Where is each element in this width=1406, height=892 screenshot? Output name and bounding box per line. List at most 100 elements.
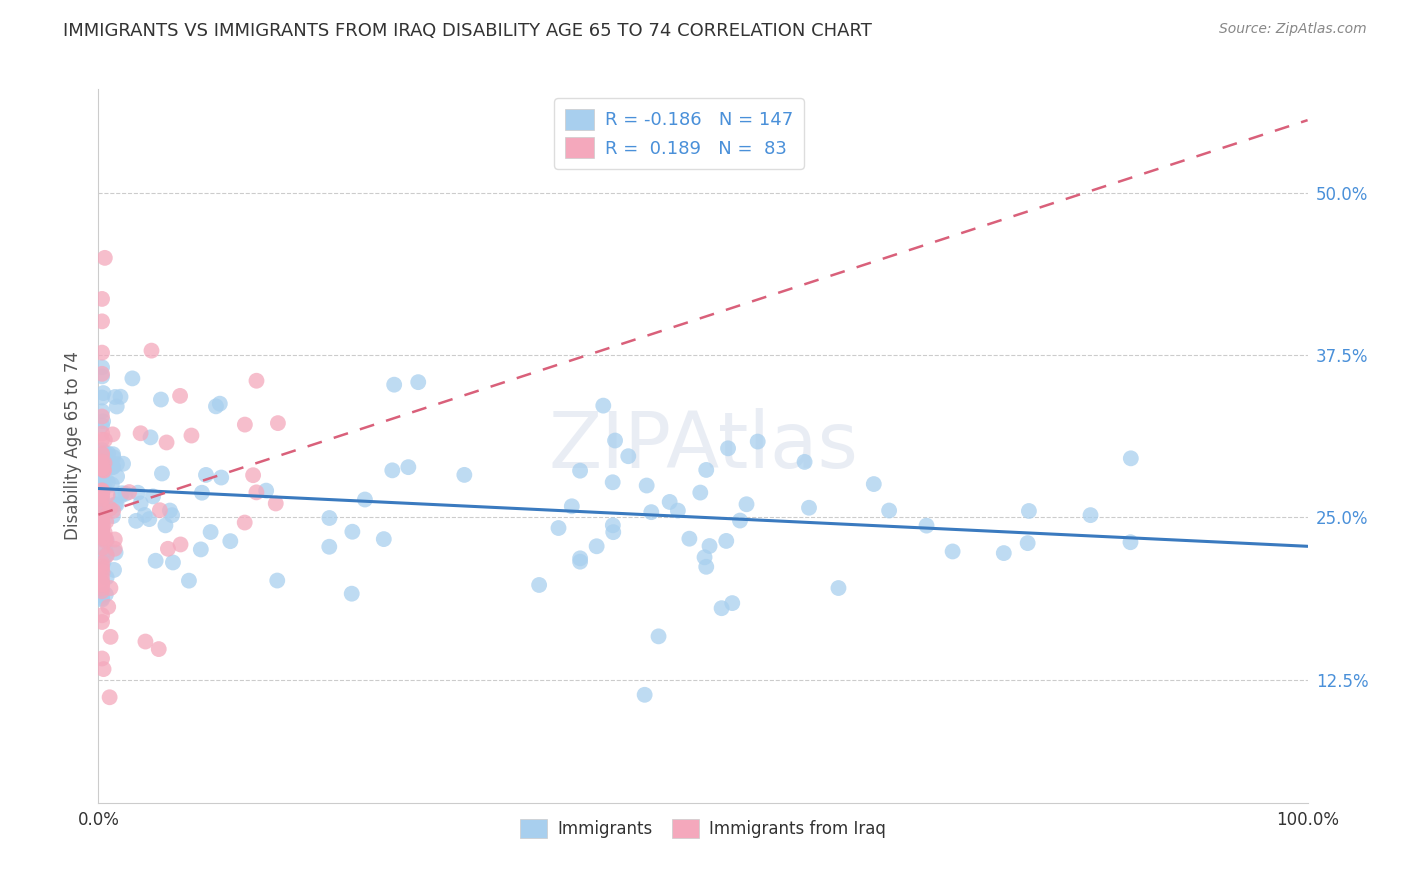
Point [96, 548, 118, 562]
Point [101, 427, 124, 442]
Point [266, 574, 288, 588]
Point [104, 546, 127, 560]
Point [91, 577, 114, 591]
Point [91, 531, 114, 545]
Point [98, 690, 121, 705]
Point [91, 465, 114, 479]
Point [91, 461, 114, 475]
Point [91, 443, 114, 458]
Point [91, 491, 114, 506]
Point [233, 516, 256, 530]
Point [110, 489, 132, 503]
Point [142, 490, 165, 504]
Point [710, 601, 733, 615]
Point [91, 566, 114, 580]
Point [242, 468, 264, 483]
Point [1017, 536, 1039, 550]
Point [91, 525, 114, 540]
Point [110, 390, 132, 404]
Point [94, 251, 117, 265]
Point [827, 581, 849, 595]
Point [689, 485, 711, 500]
Point [91, 314, 114, 328]
Point [1080, 508, 1102, 523]
Point [91, 369, 114, 384]
Point [129, 426, 152, 441]
Point [91, 559, 114, 574]
Y-axis label: Disability Age 65 to 74: Disability Age 65 to 74 [65, 351, 83, 541]
Point [91, 518, 114, 533]
Point [200, 524, 222, 539]
Point [208, 397, 231, 411]
Point [91, 501, 114, 516]
Point [91, 414, 114, 428]
Point [155, 435, 177, 450]
Point [373, 532, 395, 546]
Point [129, 496, 152, 510]
Point [96, 515, 118, 529]
Point [100, 581, 122, 595]
Point [267, 416, 290, 430]
Point [91, 491, 114, 505]
Point [91, 532, 114, 546]
Point [105, 457, 128, 471]
Point [602, 475, 624, 490]
Point [91, 497, 114, 511]
Point [104, 533, 127, 547]
Point [148, 642, 170, 657]
Point [381, 463, 404, 477]
Point [91, 386, 114, 401]
Point [149, 392, 172, 407]
Point [93, 525, 115, 540]
Point [592, 399, 614, 413]
Point [91, 511, 114, 525]
Point [91, 458, 114, 473]
Point [91, 418, 114, 433]
Point [91, 450, 114, 464]
Point [342, 524, 364, 539]
Point [91, 592, 114, 607]
Point [678, 532, 700, 546]
Point [100, 630, 122, 644]
Point [91, 651, 114, 665]
Point [93, 555, 115, 569]
Point [91, 517, 114, 532]
Point [245, 374, 267, 388]
Point [94, 433, 117, 447]
Point [91, 345, 114, 359]
Point [318, 540, 340, 554]
Legend: Immigrants, Immigrants from Iraq: Immigrants, Immigrants from Iraq [513, 812, 893, 845]
Point [340, 587, 363, 601]
Point [111, 486, 134, 500]
Point [793, 455, 815, 469]
Point [91, 488, 114, 502]
Point [209, 470, 232, 484]
Point [155, 518, 177, 533]
Point [93, 476, 115, 491]
Point [877, 503, 900, 517]
Point [94, 532, 117, 546]
Point [162, 556, 184, 570]
Point [91, 391, 114, 405]
Point [561, 500, 583, 514]
Point [91, 524, 114, 538]
Point [125, 514, 148, 528]
Point [264, 496, 287, 510]
Point [693, 550, 716, 565]
Point [195, 467, 218, 482]
Point [101, 447, 124, 461]
Point [915, 518, 938, 533]
Point [636, 478, 658, 492]
Point [585, 539, 607, 553]
Point [93, 456, 115, 470]
Point [658, 495, 681, 509]
Point [396, 460, 419, 475]
Point [91, 525, 114, 540]
Point [245, 485, 267, 500]
Point [101, 460, 124, 475]
Point [97, 456, 120, 470]
Point [96, 533, 118, 548]
Point [91, 516, 114, 530]
Point [114, 486, 136, 500]
Point [159, 503, 181, 517]
